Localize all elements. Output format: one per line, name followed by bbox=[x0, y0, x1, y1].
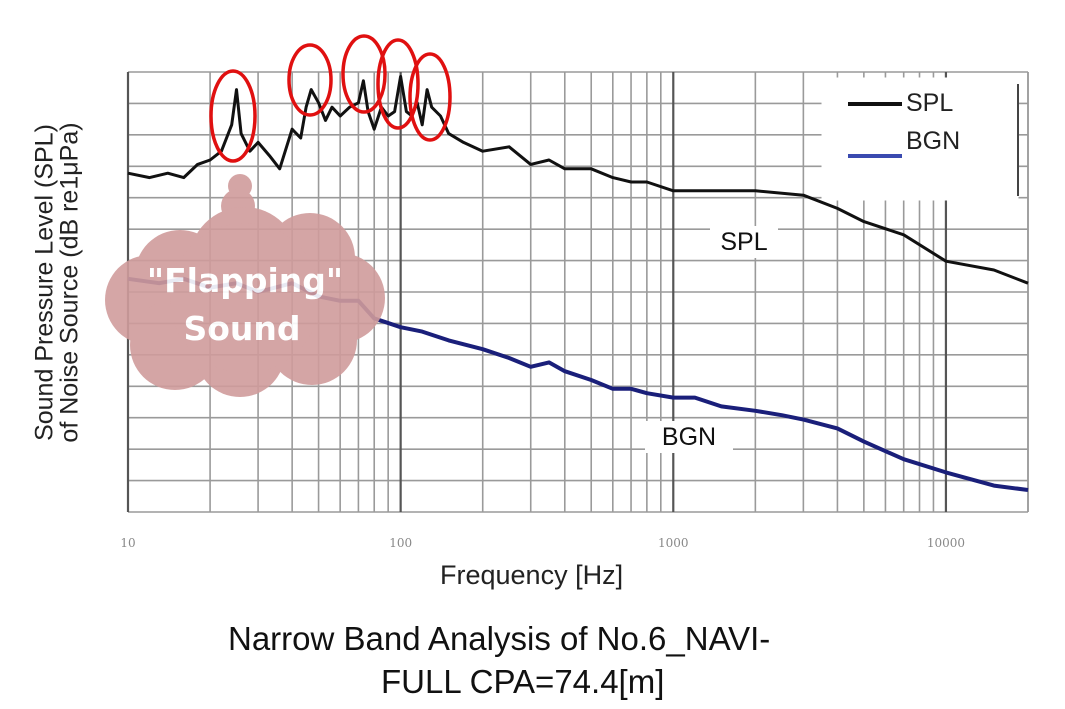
callout-text: "Flapping" bbox=[147, 261, 343, 300]
series-line-spl bbox=[127, 74, 1029, 285]
highlight-circle bbox=[408, 52, 452, 142]
highlight-circle bbox=[209, 69, 257, 163]
cloud-puff bbox=[170, 223, 320, 373]
chart-title-line1: Narrow Band Analysis of No.6_NAVI- bbox=[228, 620, 771, 657]
highlight-circle bbox=[341, 34, 387, 114]
legend-label-bgn: BGN bbox=[906, 127, 960, 155]
annotation-background bbox=[710, 226, 778, 258]
legend-label-spl: SPL bbox=[906, 89, 953, 117]
chart-title-line2: FULL CPA=74.4[m] bbox=[381, 663, 665, 700]
annotation-spl: SPL bbox=[720, 228, 767, 256]
legend: SPL BGN bbox=[821, 77, 1019, 201]
x-tick-label: 100 bbox=[389, 536, 412, 550]
flapping-sound-callout: "Flapping" Sound bbox=[105, 174, 385, 397]
annotation-background bbox=[645, 421, 733, 453]
highlight-circle bbox=[287, 43, 333, 117]
annotation-bgn: BGN bbox=[662, 423, 716, 451]
x-tick-label: 1000 bbox=[658, 536, 689, 550]
x-tick-label: 10000 bbox=[927, 536, 965, 550]
callout-text: Sound bbox=[183, 309, 300, 348]
x-axis-label: Frequency [Hz] bbox=[440, 560, 624, 590]
highlight-circle bbox=[376, 38, 420, 130]
x-tick-label: 10 bbox=[120, 536, 135, 550]
